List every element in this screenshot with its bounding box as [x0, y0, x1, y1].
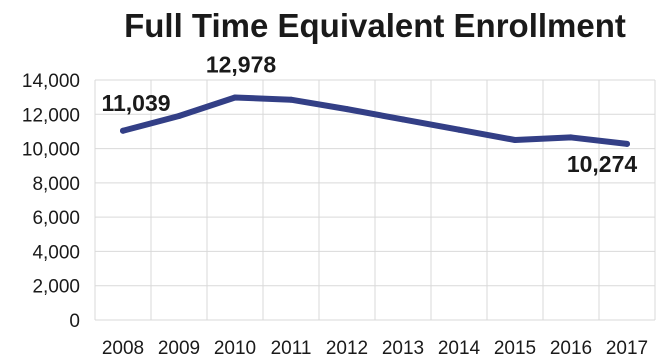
y-tick-label: 0 — [69, 311, 80, 332]
x-tick-label: 2017 — [606, 338, 648, 359]
chart-title: Full Time Equivalent Enrollment — [124, 7, 626, 44]
data-point — [344, 106, 350, 113]
data-point — [176, 113, 182, 119]
data-point — [400, 116, 406, 123]
data-point — [456, 126, 462, 133]
y-tick-label: 14,000 — [22, 71, 80, 92]
data-label: 11,039 — [101, 90, 170, 116]
data-labels: 11,039 12,978 10,274 — [101, 52, 637, 177]
data-point — [568, 134, 574, 141]
y-axis-ticks: 0 2,000 4,000 6,000 8,000 10,000 12,000 14,000 — [22, 71, 80, 332]
data-label: 10,274 — [567, 151, 638, 177]
x-axis-ticks: 2008 2009 2010 2011 2012 2013 2014 2015 2016 2017 — [102, 338, 648, 359]
x-tick-label: 2010 — [214, 338, 256, 359]
x-tick-label: 2012 — [326, 338, 368, 359]
x-tick-label: 2016 — [550, 338, 592, 359]
x-tick-label: 2013 — [382, 338, 424, 359]
y-tick-label: 6,000 — [32, 208, 80, 229]
y-tick-label: 10,000 — [22, 140, 80, 161]
data-point — [120, 127, 126, 134]
data-point — [624, 140, 630, 147]
x-tick-label: 2015 — [494, 338, 536, 359]
y-tick-label: 8,000 — [32, 174, 80, 195]
x-tick-label: 2009 — [158, 338, 200, 359]
x-tick-label: 2011 — [271, 338, 312, 359]
series-line — [120, 94, 630, 147]
data-label: 12,978 — [206, 52, 277, 78]
x-tick-label: 2014 — [438, 338, 481, 359]
data-point — [512, 137, 518, 143]
series-layer — [120, 94, 630, 147]
x-tick-label: 2008 — [102, 338, 144, 359]
data-point — [232, 94, 238, 101]
gridlines — [94, 79, 656, 321]
data-point — [288, 96, 294, 103]
y-tick-label: 2,000 — [32, 277, 80, 298]
y-tick-label: 4,000 — [32, 242, 80, 263]
y-tick-label: 12,000 — [22, 105, 80, 126]
